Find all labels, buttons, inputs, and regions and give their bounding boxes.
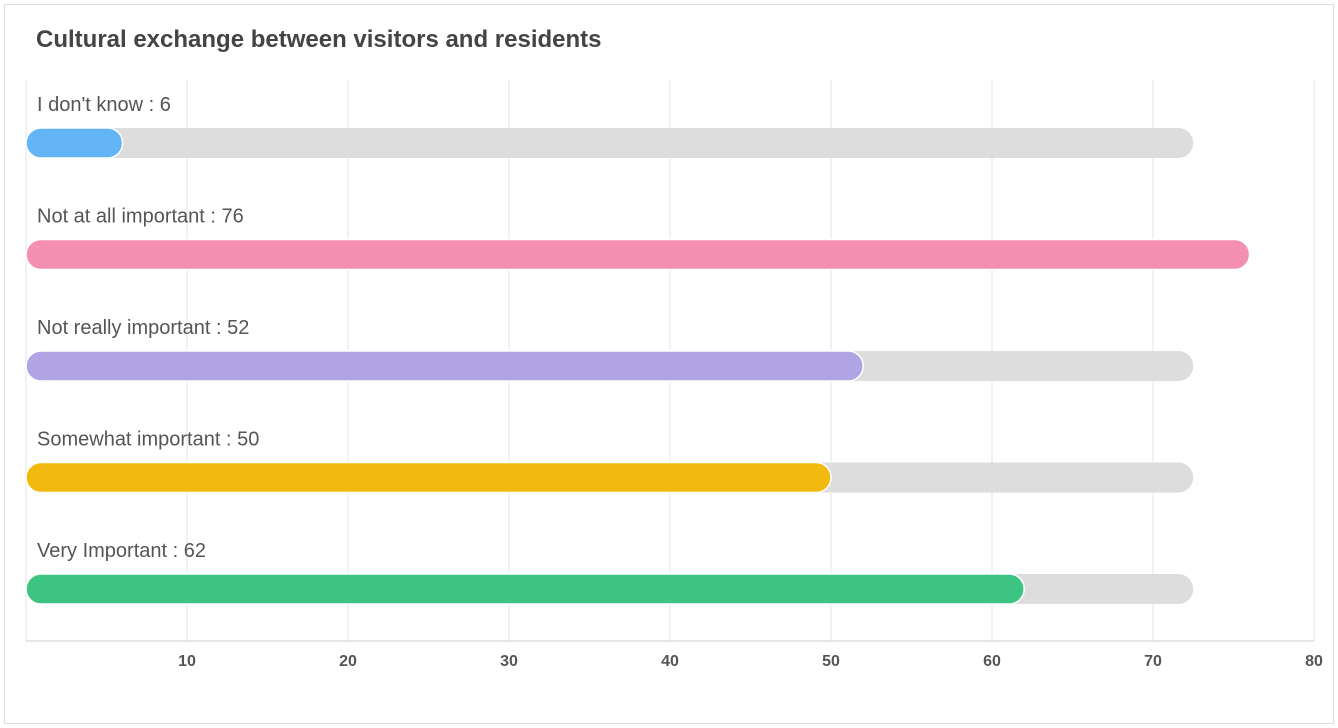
bar <box>25 238 1251 271</box>
x-tick-label: 20 <box>339 653 357 670</box>
x-tick-label: 70 <box>1144 653 1162 670</box>
bar <box>25 573 1025 605</box>
x-tick-label: 80 <box>1305 653 1323 670</box>
bar-label: I don't know : 6 <box>37 94 171 116</box>
x-tick-label: 60 <box>983 653 1001 670</box>
bar-label: Not really important : 52 <box>37 317 249 339</box>
bar-label: Not at all important : 76 <box>37 206 244 228</box>
x-tick-label: 40 <box>661 653 679 670</box>
bar <box>25 461 832 494</box>
bar <box>25 350 864 382</box>
bar <box>25 127 124 159</box>
bar-label: Very Important : 62 <box>37 540 206 562</box>
x-tick-label: 10 <box>178 653 196 670</box>
chart-title: Cultural exchange between visitors and r… <box>36 26 602 53</box>
x-tick-label: 30 <box>500 653 518 670</box>
bar-track <box>26 128 1194 158</box>
x-tick-label: 50 <box>822 653 840 670</box>
bar-label: Somewhat important : 50 <box>37 429 259 451</box>
